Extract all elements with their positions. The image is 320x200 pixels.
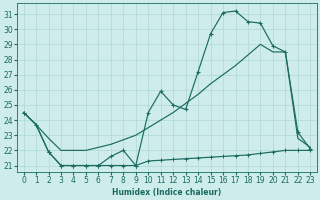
X-axis label: Humidex (Indice chaleur): Humidex (Indice chaleur) — [112, 188, 221, 197]
